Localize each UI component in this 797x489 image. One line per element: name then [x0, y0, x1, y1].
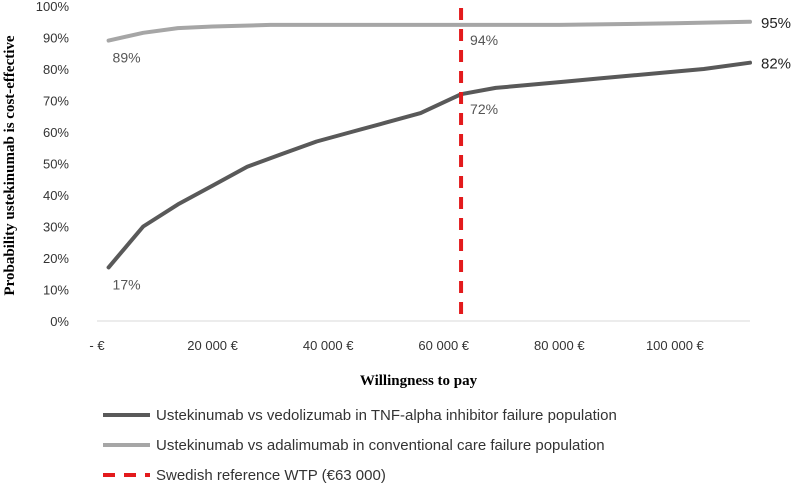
- x-tick-label: 100 000 €: [646, 338, 705, 353]
- legend-label-3: Swedish reference WTP (€63 000): [156, 467, 386, 484]
- data-label: 17%: [113, 276, 141, 292]
- series-line-1: [106, 60, 752, 270]
- y-tick-label: 60%: [43, 125, 69, 140]
- y-tick-label: 90%: [43, 31, 69, 46]
- data-label: 95%: [761, 15, 791, 32]
- data-label: 82%: [761, 56, 791, 73]
- y-tick-label: 30%: [43, 220, 69, 235]
- data-label: 72%: [470, 101, 498, 117]
- y-axis-title-group: Probability ustekinumab is cost-effectiv…: [2, 35, 18, 295]
- legend-label-2: Ustekinumab vs adalimumab in conventiona…: [156, 437, 605, 454]
- y-tick-label: 80%: [43, 62, 69, 77]
- y-tick-label: 50%: [43, 157, 69, 172]
- y-tick-label: 40%: [43, 188, 69, 203]
- series-layer: [106, 19, 752, 270]
- y-tick-label: 20%: [43, 251, 69, 266]
- y-tick-label: 10%: [43, 283, 69, 298]
- y-tick-labels: 0% 10% 20% 30% 40% 50% 60% 70% 80% 90% 100%: [36, 0, 70, 329]
- x-tick-label: 60 000 €: [418, 338, 469, 353]
- y-axis-title: Probability ustekinumab is cost-effectiv…: [2, 35, 18, 295]
- x-axis-title: Willingness to pay: [360, 373, 478, 389]
- y-tick-label: 0%: [50, 314, 69, 329]
- x-tick-label: 20 000 €: [187, 338, 238, 353]
- data-labels-layer: 89% 94% 95% 17% 72% 82%: [113, 15, 791, 293]
- data-label: 94%: [470, 32, 498, 48]
- legend-label-1: Ustekinumab vs vedolizumab in TNF-alpha …: [156, 407, 617, 424]
- x-tick-label: 40 000 €: [303, 338, 354, 353]
- series-line-2: [106, 19, 752, 43]
- data-label: 89%: [113, 50, 141, 66]
- x-tick-label: 80 000 €: [534, 338, 585, 353]
- y-tick-label: 70%: [43, 94, 69, 109]
- x-tick-labels: - € 20 000 € 40 000 € 60 000 € 80 000 € 100 0…: [89, 338, 704, 353]
- legend: Ustekinumab vs vedolizumab in TNF-alpha …: [103, 407, 617, 484]
- y-tick-label: 100%: [36, 0, 70, 14]
- x-tick-label: - €: [89, 338, 105, 353]
